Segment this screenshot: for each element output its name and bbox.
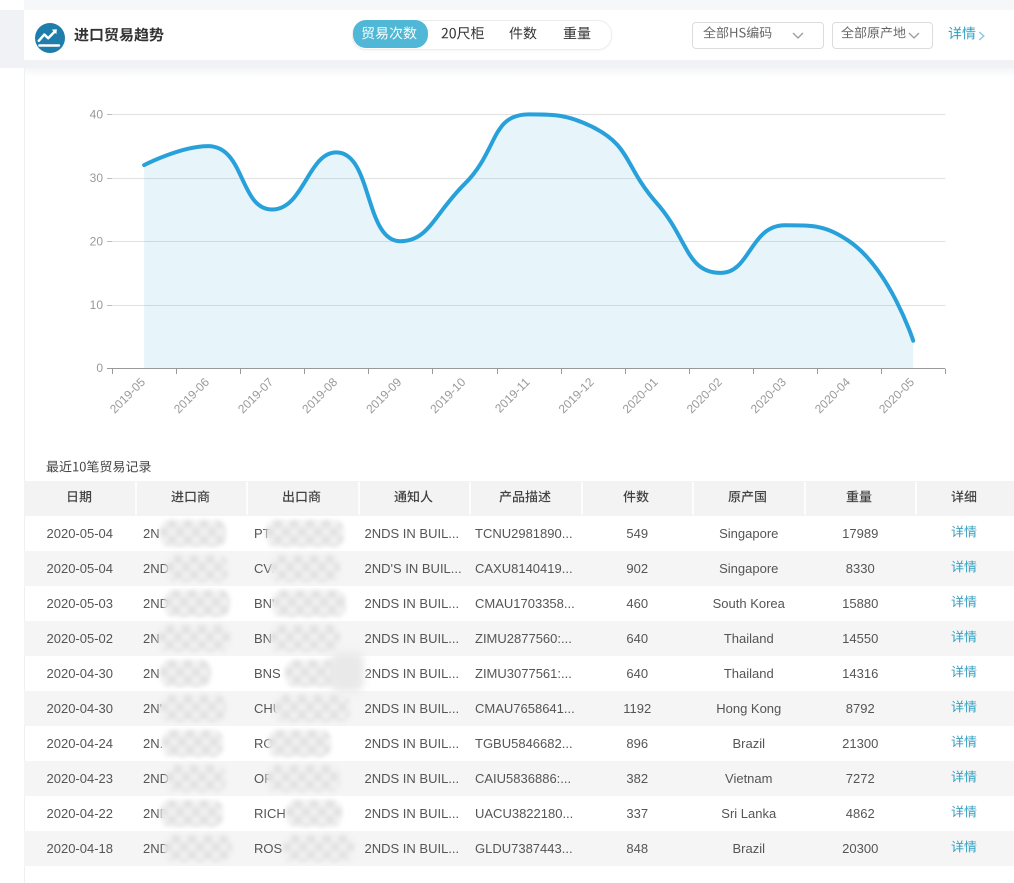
- svg-text:2020-05: 2020-05: [876, 375, 917, 416]
- svg-text:2019-10: 2019-10: [427, 375, 468, 416]
- svg-text:2019-12: 2019-12: [556, 375, 597, 416]
- svg-text:2020-02: 2020-02: [684, 375, 725, 416]
- svg-text:2020-04: 2020-04: [812, 375, 853, 416]
- svg-text:2020-01: 2020-01: [620, 375, 661, 416]
- svg-text:2020-03: 2020-03: [748, 375, 789, 416]
- svg-text:2019-07: 2019-07: [235, 375, 276, 416]
- svg-text:2019-11: 2019-11: [492, 375, 533, 416]
- svg-text:20: 20: [90, 234, 104, 248]
- svg-text:10: 10: [90, 298, 104, 312]
- svg-text:2019-08: 2019-08: [299, 375, 340, 416]
- svg-text:2019-05: 2019-05: [107, 375, 148, 416]
- svg-text:40: 40: [90, 108, 104, 122]
- svg-text:2019-09: 2019-09: [363, 375, 404, 416]
- svg-text:2019-06: 2019-06: [171, 375, 212, 416]
- svg-text:30: 30: [90, 171, 104, 185]
- svg-text:0: 0: [96, 361, 103, 375]
